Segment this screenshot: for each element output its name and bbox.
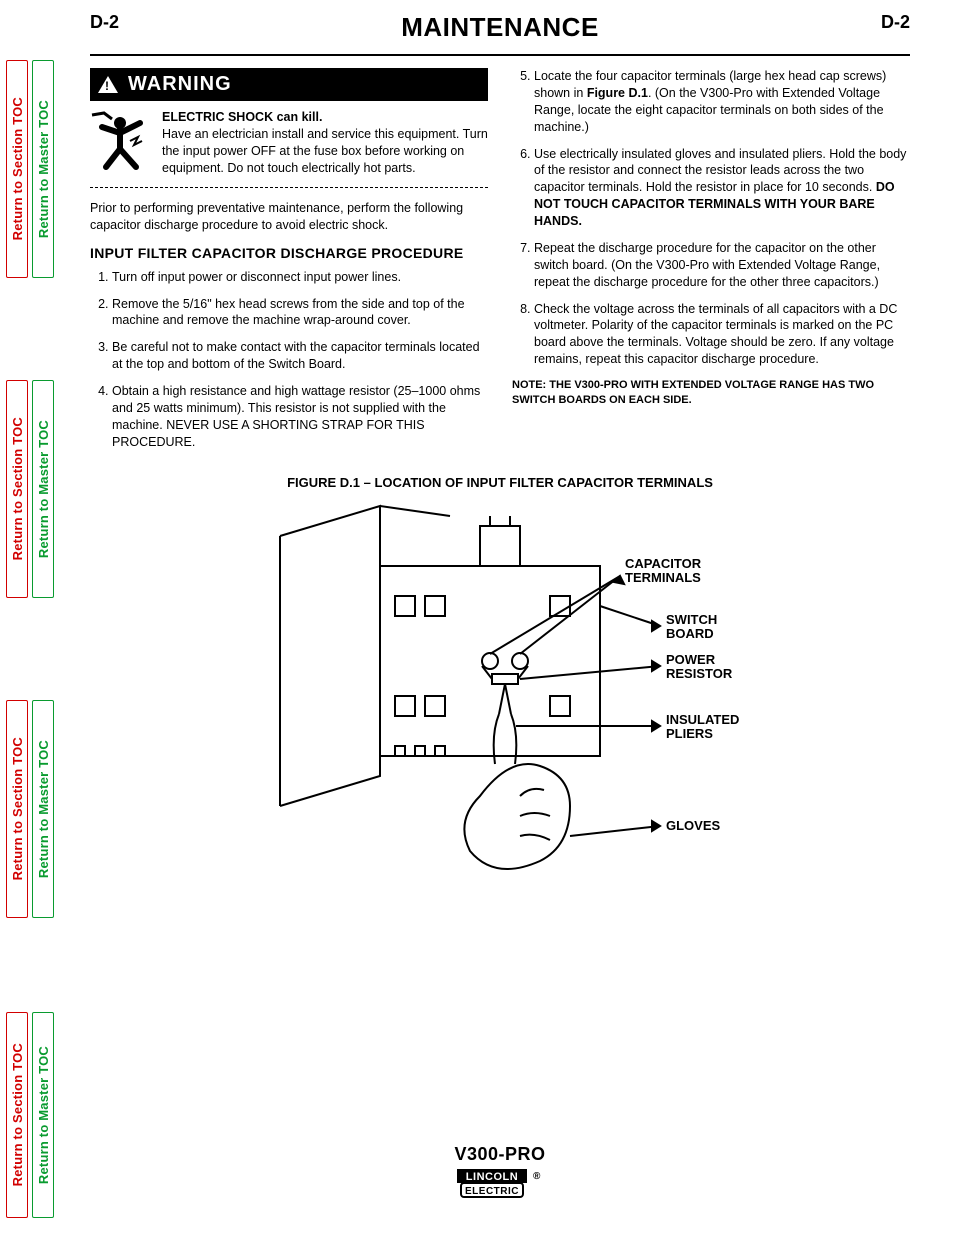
figure-label-gloves: GLOVES	[666, 818, 721, 833]
page-header: D-2 MAINTENANCE D-2	[90, 10, 910, 50]
rail-label: Return to Master TOC	[36, 420, 51, 558]
return-to-master-toc-link[interactable]: Return to Master TOC	[32, 1012, 54, 1218]
intro-paragraph: Prior to performing preventative mainten…	[90, 200, 488, 234]
step-item: Remove the 5/16" hex head screws from th…	[112, 296, 488, 330]
figure-d1-diagram: CAPACITOR TERMINALS SWITCH BOARD POWER R…	[220, 496, 780, 906]
step-item: Obtain a high resistance and high wattag…	[112, 383, 488, 451]
warning-bar: WARNING	[90, 68, 488, 101]
figure-label-pliers2: PLIERS	[666, 726, 713, 741]
step-item: Turn off input power or disconnect input…	[112, 269, 488, 286]
return-to-master-toc-link[interactable]: Return to Master TOC	[32, 700, 54, 918]
figure-label-board2: BOARD	[666, 626, 714, 641]
page-title: MAINTENANCE	[90, 10, 910, 43]
figure-label-capacitor: CAPACITOR	[625, 556, 702, 571]
return-to-master-toc-link[interactable]: Return to Master TOC	[32, 60, 54, 278]
content-columns: WARNING ELECTRIC SHOCK can kill. Have an…	[90, 68, 910, 461]
page-body: D-2 MAINTENANCE D-2 WARNING	[90, 10, 910, 1210]
return-to-section-toc-link[interactable]: Return to Section TOC	[6, 1012, 28, 1218]
page-number-left: D-2	[90, 12, 119, 33]
figure-reference: Figure D.1	[587, 86, 648, 100]
right-column: Locate the four capacitor terminals (lar…	[512, 68, 910, 461]
hazard-heading: ELECTRIC SHOCK can kill.	[162, 109, 488, 126]
figure-label-board: SWITCH	[666, 612, 717, 627]
note-text: NOTE: THE V300-PRO WITH EXTENDED VOLTAGE…	[512, 378, 910, 408]
figure-label-capacitor2: TERMINALS	[625, 570, 701, 585]
procedure-steps-left: Turn off input power or disconnect input…	[90, 269, 488, 451]
figure-block: FIGURE D.1 – LOCATION OF INPUT FILTER CA…	[90, 475, 910, 906]
hazard-row: ELECTRIC SHOCK can kill. Have an electri…	[90, 109, 488, 179]
step-item: Check the voltage across the terminals o…	[534, 301, 910, 369]
warning-triangle-icon	[98, 76, 118, 93]
dashed-divider	[90, 187, 488, 188]
lincoln-electric-logo: LINCOLN ELECTRIC ®	[457, 1169, 543, 1204]
step-item: Locate the four capacitor terminals (lar…	[534, 68, 910, 136]
logo-top-text: LINCOLN	[466, 1171, 518, 1183]
logo-reg: ®	[533, 1171, 541, 1182]
step-text: Use electrically insulated gloves and in…	[534, 147, 906, 195]
figure-title: FIGURE D.1 – LOCATION OF INPUT FILTER CA…	[90, 475, 910, 490]
rail-label: Return to Master TOC	[36, 740, 51, 878]
step-item: Use electrically insulated gloves and in…	[534, 146, 910, 230]
footer-model: V300-PRO	[90, 1144, 910, 1165]
rail-label: Return to Master TOC	[36, 100, 51, 238]
rail-label: Return to Master TOC	[36, 1046, 51, 1184]
figure-label-resistor: POWER	[666, 652, 716, 667]
return-to-section-toc-link[interactable]: Return to Section TOC	[6, 60, 28, 278]
procedure-steps-right: Locate the four capacitor terminals (lar…	[512, 68, 910, 368]
figure-label-resistor2: RESISTOR	[666, 666, 733, 681]
return-to-master-toc-link[interactable]: Return to Master TOC	[32, 380, 54, 598]
rail-label: Return to Section TOC	[10, 417, 25, 560]
rail-label: Return to Section TOC	[10, 1043, 25, 1186]
figure-label-pliers: INSULATED	[666, 712, 739, 727]
step-text: Check the voltage across the terminals o…	[534, 302, 897, 367]
sidebar-toc-rails: Return to Section TOC Return to Master T…	[0, 0, 60, 1235]
rail-label: Return to Section TOC	[10, 737, 25, 880]
title-divider	[90, 54, 910, 56]
warning-label: WARNING	[128, 71, 232, 98]
left-column: WARNING ELECTRIC SHOCK can kill. Have an…	[90, 68, 488, 461]
page-number-right: D-2	[881, 12, 910, 33]
hazard-text: ELECTRIC SHOCK can kill. Have an electri…	[162, 109, 488, 177]
hazard-body: Have an electrician install and service …	[162, 126, 488, 177]
step-text: Repeat the discharge procedure for the c…	[534, 241, 880, 289]
rail-label: Return to Section TOC	[10, 97, 25, 240]
return-to-section-toc-link[interactable]: Return to Section TOC	[6, 380, 28, 598]
return-to-section-toc-link[interactable]: Return to Section TOC	[6, 700, 28, 918]
step-item: Repeat the discharge procedure for the c…	[534, 240, 910, 291]
logo-bottom-text: ELECTRIC	[465, 1186, 519, 1197]
step-item: Be careful not to make contact with the …	[112, 339, 488, 373]
electric-shock-icon	[90, 109, 152, 179]
page-footer: V300-PRO LINCOLN ELECTRIC ®	[90, 1144, 910, 1204]
procedure-heading: INPUT FILTER CAPACITOR DISCHARGE PROCEDU…	[90, 244, 488, 263]
